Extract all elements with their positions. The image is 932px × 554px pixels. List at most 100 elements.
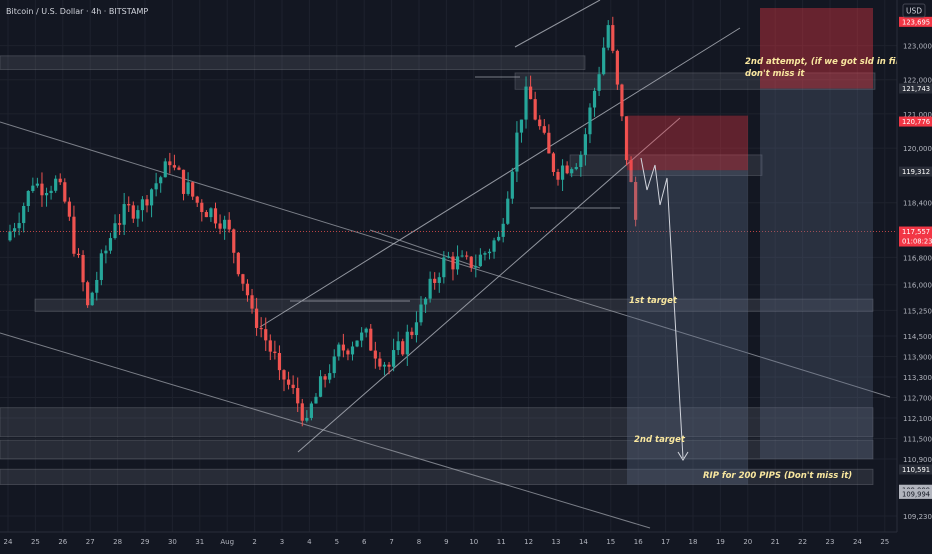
candle-body	[31, 185, 35, 191]
y-tick-label: 112,700	[903, 394, 932, 402]
candle-body	[487, 251, 492, 254]
trendline	[514, 0, 601, 48]
candle-body	[382, 364, 387, 367]
candle-body	[136, 210, 140, 219]
chart-annotation: RIP for 200 PIPS (Don't miss it)	[703, 471, 852, 481]
candle-body	[328, 373, 332, 380]
candle-body	[127, 204, 131, 206]
support-resistance-zone	[569, 154, 763, 176]
x-tick-label: 16	[634, 538, 643, 546]
x-tick-label: 23	[826, 538, 835, 546]
x-tick-label: 21	[771, 538, 780, 546]
x-tick-label: 10	[469, 538, 478, 546]
candle-body	[373, 350, 377, 359]
candle-body	[286, 379, 291, 385]
candle-body	[350, 346, 355, 355]
trendline	[259, 27, 741, 328]
candle-body	[163, 161, 167, 178]
candle-body	[460, 255, 464, 257]
candle-body	[149, 189, 154, 206]
price-badge	[899, 464, 932, 475]
candle-body	[547, 132, 551, 154]
candle-body	[606, 25, 610, 48]
candle-body	[332, 356, 336, 374]
y-tick-label: 111,500	[903, 435, 932, 443]
x-tick-label: 31	[195, 538, 204, 546]
chart-annotation: 2nd attempt, (if we got sld in first pos…	[745, 57, 932, 67]
candle-body	[44, 193, 49, 196]
candle-body	[67, 201, 71, 217]
candle-body	[588, 107, 592, 135]
candle-body	[250, 295, 254, 309]
candle-body	[223, 219, 227, 229]
candle-body	[22, 205, 26, 224]
price-badge	[899, 226, 932, 247]
stop-loss-zone	[627, 115, 748, 171]
candle-body	[392, 350, 396, 367]
candle-body	[524, 86, 528, 120]
candle-body	[26, 190, 30, 206]
candle-body	[583, 134, 587, 155]
candle-body	[442, 257, 446, 278]
candle-body	[414, 322, 419, 336]
support-resistance-zone	[34, 298, 874, 312]
candle-body	[341, 344, 345, 351]
annotations-layer: 2nd attempt, (if we got sld in first pos…	[629, 57, 932, 481]
grid-layer	[0, 0, 897, 532]
zones-layer	[0, 55, 876, 485]
candle-body	[58, 178, 62, 183]
candle-body	[602, 47, 606, 75]
take-profit-zone	[627, 170, 748, 485]
price-axis[interactable]: 123,000 122,000 121,000 120,000 118,400 116,8…	[896, 0, 932, 550]
y-tick-label: 120,000	[903, 145, 932, 153]
second-entry-stop-zone	[760, 8, 873, 89]
x-tick-label: 9	[444, 538, 448, 546]
trendline	[297, 117, 681, 453]
price-badge	[899, 83, 932, 94]
candle-body	[465, 255, 469, 257]
x-tick-label: 27	[86, 538, 95, 546]
candle-body	[364, 328, 368, 333]
symbol-title: Bitcoin / U.S. Dollar · 4h · BITSTAMP	[6, 7, 148, 16]
candle-body	[177, 167, 181, 170]
y-tick-label: 115,250	[903, 307, 932, 315]
time-axis[interactable]: 24 25 26 27 28 29 30 31 Aug 2 3 4 5 6 7 8 9 10 11 12 13 14 15 1…	[0, 531, 932, 550]
y-tick-label: 122,000	[903, 77, 932, 85]
candle-body	[99, 253, 103, 280]
candle-body	[255, 308, 259, 328]
candle-body	[218, 223, 222, 229]
candle-body	[574, 167, 578, 170]
trendline	[0, 332, 651, 529]
candle-body	[560, 165, 565, 180]
symbol-header: Bitcoin / U.S. Dollar · 4h · BITSTAMP	[6, 7, 148, 16]
candles-layer	[8, 16, 638, 427]
currency-badge[interactable]: USD	[902, 3, 926, 18]
candle-body	[519, 119, 524, 133]
candle-body	[268, 340, 272, 352]
projection-arrowhead	[677, 451, 689, 461]
candle-body	[360, 332, 364, 341]
x-tick-label: 6	[362, 538, 367, 546]
candle-body	[90, 292, 94, 306]
candle-body	[277, 353, 282, 371]
chart-annotation: 2nd target	[634, 435, 686, 445]
candle-body	[318, 376, 323, 397]
y-tick-label: 113,300	[903, 374, 932, 382]
candle-body	[186, 182, 190, 194]
chart-annotation: 1st target	[629, 296, 678, 306]
candle-body	[305, 417, 309, 421]
x-tick-label: 28	[113, 538, 122, 546]
candle-body	[529, 86, 533, 100]
candle-body	[396, 341, 400, 351]
candle-body	[433, 278, 437, 283]
x-tick-label: Aug	[220, 538, 234, 546]
y-tick-label: 113,900	[903, 353, 932, 361]
candle-body	[200, 202, 204, 213]
candle-body	[282, 370, 286, 380]
support-resistance-zone	[0, 468, 874, 485]
candle-body	[401, 341, 405, 355]
price-badge-label: 117,557	[902, 228, 930, 236]
candle-body	[291, 384, 295, 389]
